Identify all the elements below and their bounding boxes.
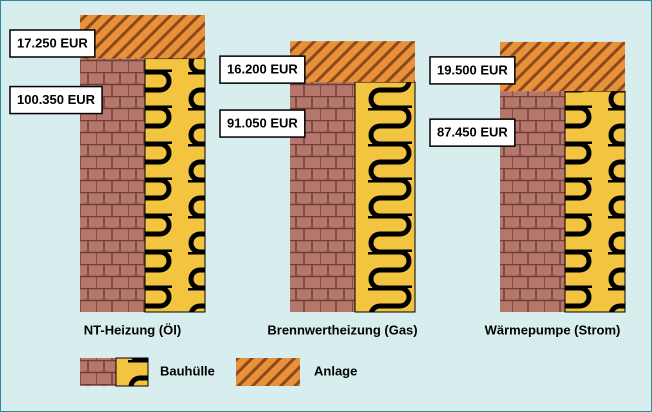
- insulation: [144, 58, 206, 313]
- legend-icon: [80, 358, 116, 386]
- x-tick-label: Wärmepumpe (Strom): [485, 322, 621, 337]
- value-label-box: [9, 29, 96, 58]
- value-label-box: [429, 56, 516, 85]
- x-tick-label: NT-Heizung (Öl): [84, 322, 182, 337]
- bar-segment: [500, 41, 625, 92]
- value-label: 19.500 EUR: [437, 62, 508, 77]
- value-label: 91.050 EUR: [227, 115, 298, 130]
- value-label: 87.450 EUR: [437, 125, 508, 140]
- value-label: 16.200 EUR: [227, 62, 298, 77]
- legend-icon: [236, 358, 300, 386]
- legend-label: Anlage: [314, 363, 357, 378]
- value-label-box: [429, 118, 516, 147]
- value-label: 100.350 EUR: [17, 92, 96, 107]
- insulation: [354, 81, 416, 313]
- legend-icon: [115, 357, 149, 387]
- bar-segment: [290, 81, 416, 313]
- legend-label: Bauhülle: [160, 363, 215, 378]
- value-label: 17.250 EUR: [17, 35, 88, 50]
- x-tick-label: Brennwertheizung (Gas): [267, 322, 417, 337]
- value-label-box: [9, 85, 103, 115]
- bar-segment: [500, 90, 626, 313]
- insulation: [564, 90, 626, 313]
- value-label-box: [219, 109, 306, 138]
- bar-segment: [290, 41, 415, 83]
- value-label-box: [219, 55, 306, 84]
- bar-segment: [80, 15, 205, 59]
